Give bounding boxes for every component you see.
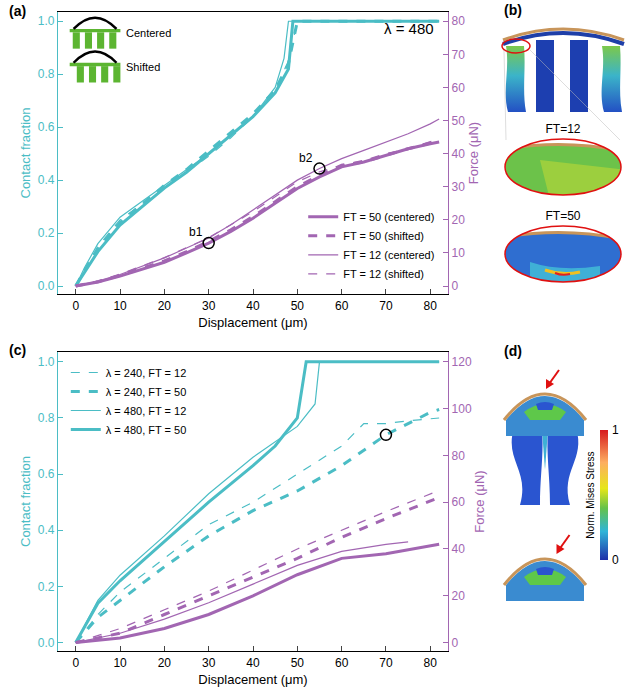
svg-text:70: 70 [452, 48, 466, 62]
svg-text:40: 40 [452, 542, 466, 556]
svg-text:0: 0 [452, 636, 459, 650]
svg-text:Centered: Centered [126, 27, 171, 39]
svg-text:50: 50 [291, 299, 305, 313]
svg-text:0.4: 0.4 [38, 173, 55, 187]
svg-text:10: 10 [113, 299, 127, 313]
svg-text:30: 30 [202, 656, 216, 670]
svg-text:0: 0 [452, 279, 459, 293]
svg-text:FT=12: FT=12 [545, 122, 580, 136]
svg-text:60: 60 [452, 81, 466, 95]
svg-text:b1: b1 [189, 225, 203, 239]
svg-text:Force (μN): Force (μN) [472, 470, 487, 532]
svg-text:0: 0 [72, 299, 79, 313]
svg-text:50: 50 [452, 114, 466, 128]
svg-text:λ = 480, FT = 50: λ = 480, FT = 50 [106, 424, 187, 436]
svg-text:λ = 240, FT = 50: λ = 240, FT = 50 [106, 386, 187, 398]
svg-text:40: 40 [452, 147, 466, 161]
svg-text:20: 20 [452, 589, 466, 603]
svg-text:(b): (b) [504, 2, 522, 18]
svg-text:10: 10 [113, 656, 127, 670]
svg-text:1.0: 1.0 [38, 14, 55, 28]
svg-text:10: 10 [452, 246, 466, 260]
svg-text:Norm. Mises Stress: Norm. Mises Stress [585, 451, 596, 538]
svg-text:λ = 480: λ = 480 [384, 20, 434, 37]
svg-text:(a): (a) [9, 3, 26, 19]
svg-text:0.6: 0.6 [38, 120, 55, 134]
svg-text:(c): (c) [9, 342, 26, 358]
svg-text:λ = 240, FT = 12: λ = 240, FT = 12 [106, 367, 187, 379]
svg-text:80: 80 [424, 656, 438, 670]
svg-text:0.8: 0.8 [38, 67, 55, 81]
svg-text:20: 20 [452, 213, 466, 227]
svg-text:Displacement (μm): Displacement (μm) [198, 315, 307, 330]
svg-text:0: 0 [612, 553, 619, 567]
svg-text:80: 80 [452, 449, 466, 463]
svg-text:30: 30 [452, 180, 466, 194]
svg-text:(d): (d) [504, 343, 522, 359]
svg-text:FT = 12 (shifted): FT = 12 (shifted) [343, 268, 424, 280]
svg-text:40: 40 [246, 656, 260, 670]
svg-text:Force (μN): Force (μN) [466, 122, 481, 184]
svg-text:20: 20 [158, 299, 172, 313]
svg-text:Contact fraction: Contact fraction [18, 107, 33, 198]
svg-text:FT=50: FT=50 [545, 209, 580, 223]
svg-text:0.2: 0.2 [38, 226, 55, 240]
svg-text:100: 100 [452, 402, 472, 416]
svg-text:0.0: 0.0 [38, 279, 55, 293]
svg-text:80: 80 [424, 299, 438, 313]
svg-text:60: 60 [452, 495, 466, 509]
svg-text:FT = 50 (centered): FT = 50 (centered) [343, 211, 434, 223]
svg-text:FT = 50 (shifted): FT = 50 (shifted) [343, 230, 424, 242]
svg-text:40: 40 [246, 299, 260, 313]
svg-text:b2: b2 [299, 151, 313, 165]
svg-text:70: 70 [379, 299, 393, 313]
svg-text:70: 70 [379, 656, 393, 670]
svg-text:30: 30 [202, 299, 216, 313]
svg-text:60: 60 [335, 299, 349, 313]
svg-text:Contact fraction: Contact fraction [18, 456, 33, 547]
svg-text:1.0: 1.0 [38, 355, 55, 369]
svg-text:0.6: 0.6 [38, 467, 55, 481]
svg-text:0.4: 0.4 [38, 523, 55, 537]
svg-text:0.2: 0.2 [38, 580, 55, 594]
svg-text:0.0: 0.0 [38, 636, 55, 650]
svg-text:0.8: 0.8 [38, 411, 55, 425]
svg-text:λ = 480, FT = 12: λ = 480, FT = 12 [106, 405, 187, 417]
svg-text:1: 1 [612, 423, 619, 437]
svg-text:50: 50 [291, 656, 305, 670]
svg-text:80: 80 [452, 14, 466, 28]
svg-text:20: 20 [158, 656, 172, 670]
svg-text:0: 0 [72, 656, 79, 670]
svg-text:Shifted: Shifted [126, 61, 160, 73]
svg-text:FT = 12 (centered): FT = 12 (centered) [343, 249, 434, 261]
svg-text:Displacement (μm): Displacement (μm) [198, 672, 307, 687]
svg-text:60: 60 [335, 656, 349, 670]
svg-text:120: 120 [452, 355, 472, 369]
